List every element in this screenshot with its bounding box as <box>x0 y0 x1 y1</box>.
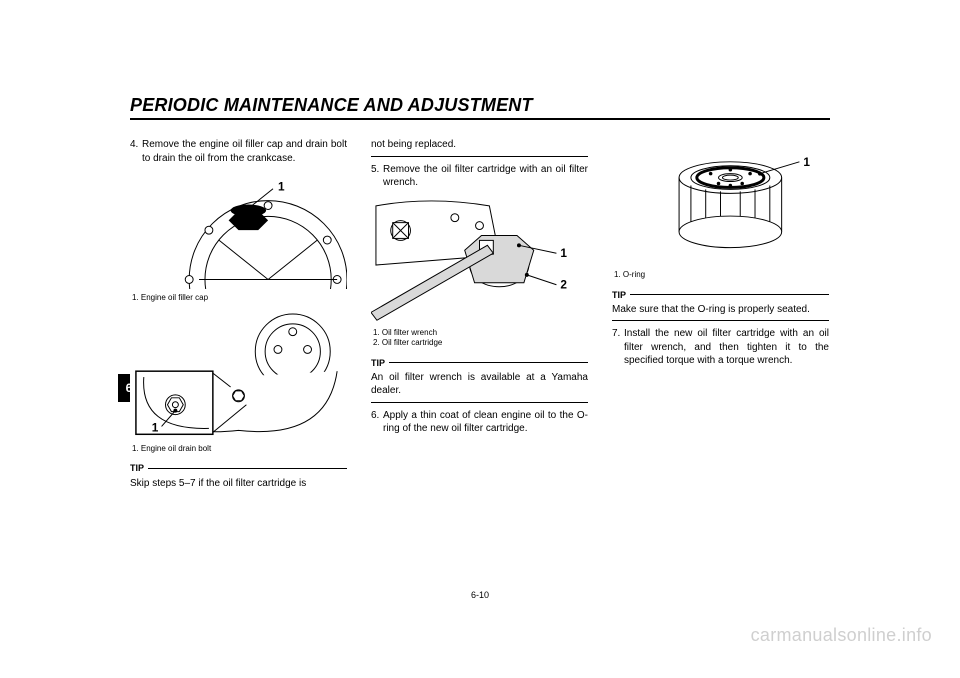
rule <box>371 402 588 403</box>
callout-1-label: 1 <box>560 246 567 260</box>
tip-rule <box>630 294 829 295</box>
figure-o-ring: 1 <box>612 148 829 266</box>
column-2: not being replaced. 5. Remove the oil fi… <box>371 138 588 494</box>
step-text: Remove the oil filter cartridge with an … <box>383 163 588 190</box>
page-content: PERIODIC MAINTENANCE AND ADJUSTMENT 4. R… <box>130 95 830 595</box>
figure-2-caption: 1. Engine oil drain bolt <box>132 444 347 454</box>
step-4: 4. Remove the engine oil filler cap and … <box>130 138 347 165</box>
step-5: 5. Remove the oil filter cartridge with … <box>371 163 588 190</box>
columns: 4. Remove the engine oil filler cap and … <box>130 138 830 494</box>
page-number: 6-10 <box>0 590 960 600</box>
column-1: 4. Remove the engine oil filler cap and … <box>130 138 347 494</box>
step-number: 6. <box>371 409 383 436</box>
callout-2-label: 2 <box>560 277 567 291</box>
tip-label: TIP <box>612 289 630 301</box>
tip-rule <box>148 468 347 469</box>
figure-engine-oil-filler-cap: 1 <box>130 171 347 289</box>
step-text: Apply a thin coat of clean engine oil to… <box>383 409 588 436</box>
figure-3-caption: 1. Oil filter wrench 2. Oil filter cartr… <box>373 328 588 349</box>
callout-1-label: 1 <box>278 180 285 194</box>
step-text: Remove the engine oil filler cap and dra… <box>142 138 347 165</box>
figure-engine-oil-drain-bolt: 1 <box>130 312 347 440</box>
watermark: carmanualsonline.info <box>751 625 932 646</box>
tip-heading: TIP <box>371 357 588 369</box>
callout-1-label: 1 <box>152 420 159 434</box>
step-7: 7. Install the new oil filter cartridge … <box>612 327 829 368</box>
tip-heading: TIP <box>612 289 829 301</box>
tip-1-carryover: not being replaced. <box>371 138 588 152</box>
rule <box>371 156 588 157</box>
tip-label: TIP <box>371 357 389 369</box>
step-number: 5. <box>371 163 383 190</box>
figure-3-caption-line-1: 1. Oil filter wrench <box>373 328 588 338</box>
tip-1-body: Skip steps 5–7 if the oil filter cartrid… <box>130 477 347 491</box>
step-number: 7. <box>612 327 624 368</box>
step-6: 6. Apply a thin coat of clean engine oil… <box>371 409 588 436</box>
figure-1-caption: 1. Engine oil filler cap <box>132 293 347 303</box>
figure-4-caption: 1. O-ring <box>614 270 829 280</box>
column-3: 1 1. O-ring TIP Make sure that the O-rin… <box>612 138 829 494</box>
callout-1-label: 1 <box>803 155 810 169</box>
step-text: Install the new oil filter cartridge wit… <box>624 327 829 368</box>
figure-3-caption-line-2: 2. Oil filter cartridge <box>373 338 588 348</box>
tip-heading: TIP <box>130 462 347 474</box>
figure-oil-filter-wrench: 1 2 <box>371 196 588 324</box>
step-number: 4. <box>130 138 142 165</box>
tip-rule <box>389 362 588 363</box>
page-title: PERIODIC MAINTENANCE AND ADJUSTMENT <box>130 95 830 120</box>
rule <box>612 320 829 321</box>
tip-2-body: An oil filter wrench is available at a Y… <box>371 371 588 398</box>
tip-3-body: Make sure that the O-ring is properly se… <box>612 303 829 317</box>
tip-label: TIP <box>130 462 148 474</box>
